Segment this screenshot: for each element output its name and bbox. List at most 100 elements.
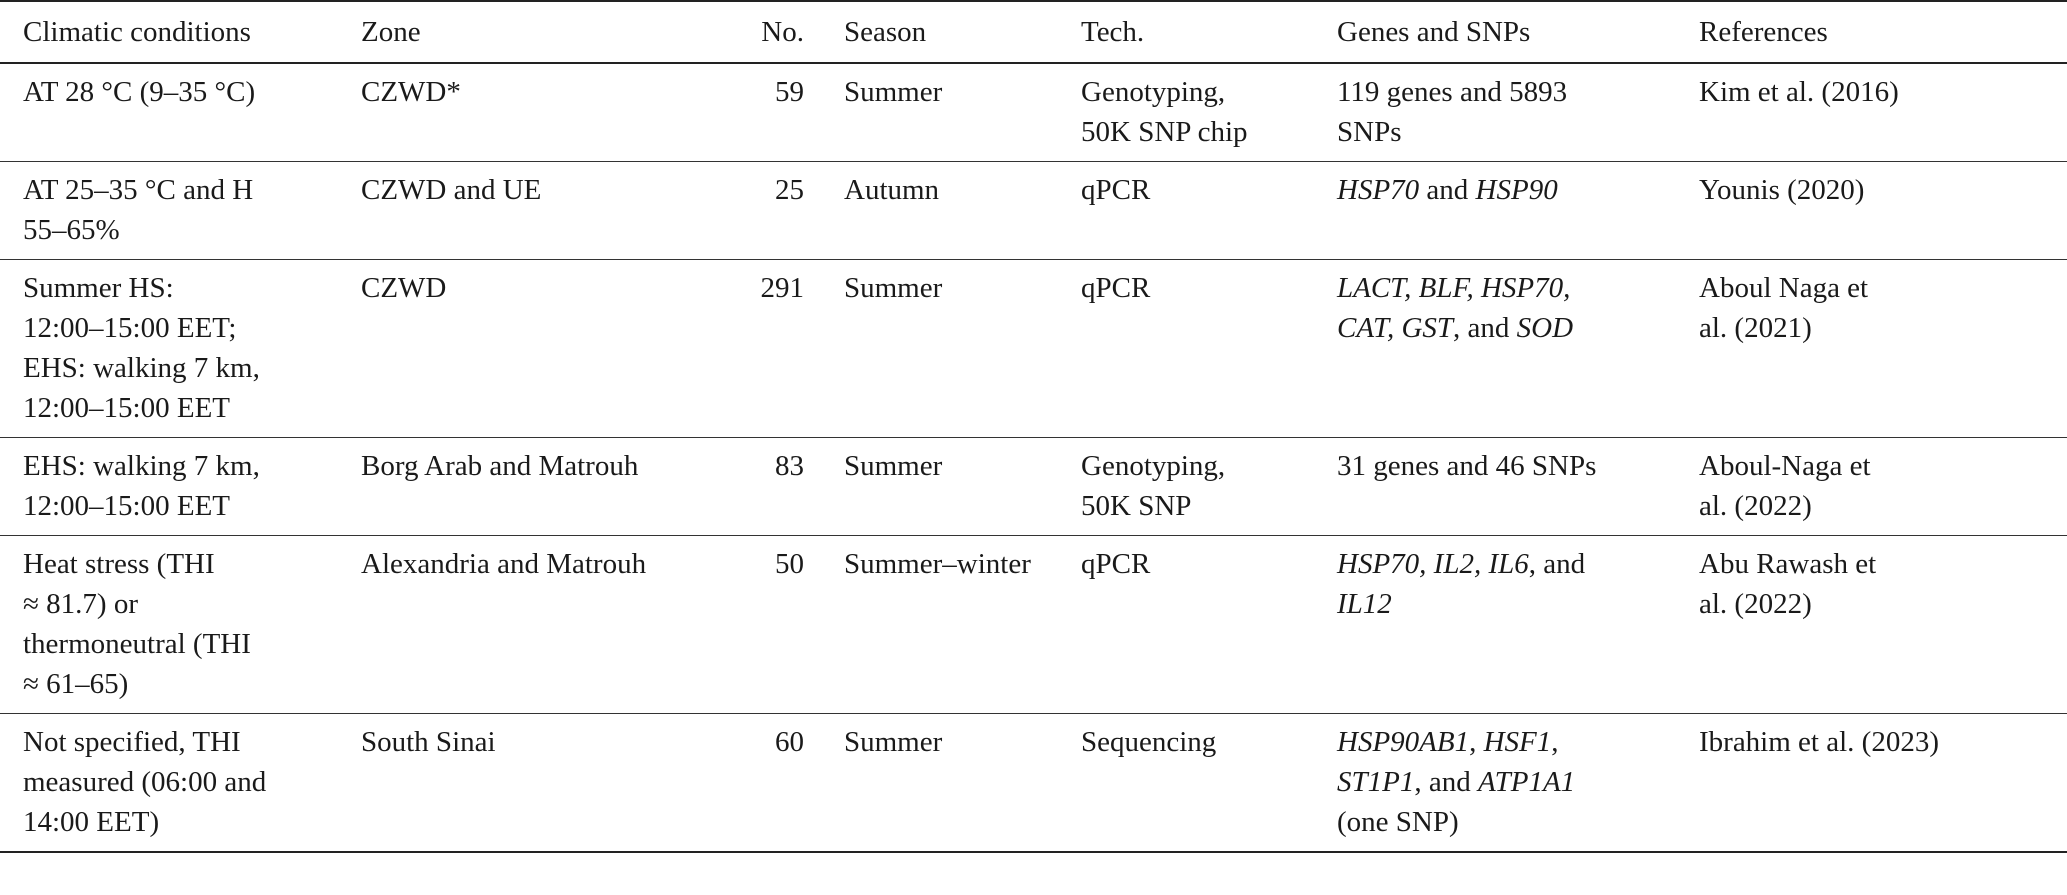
- table-row: EHS: walking 7 km, 12:00–15:00 EET Borg …: [0, 438, 2067, 536]
- cell-references: Ibrahim et al. (2023): [1699, 714, 2067, 853]
- cell-line: SNPs: [1337, 116, 1402, 148]
- cell-climatic-conditions: Heat stress (THI ≈ 81.7) or thermoneutra…: [0, 536, 361, 714]
- cell-line: Genotyping,: [1081, 450, 1226, 482]
- header-season: Season: [844, 16, 927, 48]
- cell-line: measured (06:00 and: [23, 766, 267, 798]
- cell-line: HSP70, IL2, IL6, and: [1337, 544, 1689, 584]
- header-zone: Zone: [361, 16, 421, 48]
- cell-line: 14:00 EET): [23, 806, 160, 838]
- cell-climatic-conditions: AT 28 °C (9–35 °C): [0, 63, 361, 162]
- cell-line: al. (2022): [1699, 588, 1812, 620]
- gene-text: , and: [1453, 312, 1517, 344]
- cell-number: 25: [775, 174, 804, 206]
- cell-number: 60: [775, 726, 804, 758]
- header-references: References: [1699, 16, 1828, 48]
- cell-zone: South Sinai: [361, 726, 496, 758]
- cell-line: Aboul Naga et: [1699, 272, 1869, 304]
- cell-line: 31 genes and 46 SNPs: [1337, 450, 1597, 482]
- cell-line: ST1P1, and ATP1A1: [1337, 762, 1689, 802]
- cell-genes-snps: HSP90AB1, HSF1, ST1P1, and ATP1A1 (one S…: [1337, 714, 1699, 853]
- cell-climatic-conditions: Not specified, THI measured (06:00 and 1…: [0, 714, 361, 853]
- cell-line: al. (2021): [1699, 312, 1812, 344]
- cell-season: Summer–winter: [844, 548, 1031, 580]
- cell-line: ≈ 61–65): [23, 668, 129, 700]
- cell-line: 55–65%: [23, 214, 120, 246]
- cell-line: Kim et al. (2016): [1699, 76, 1899, 108]
- cell-line: Younis (2020): [1699, 174, 1865, 206]
- cell-line: qPCR: [1081, 272, 1151, 304]
- gene-name: ATP1A1: [1477, 766, 1576, 798]
- gene-name: HSP90AB1: [1337, 726, 1470, 758]
- gene-text: , and: [1414, 766, 1478, 798]
- cell-zone: CZWD: [361, 272, 447, 304]
- gene-text: and: [1419, 174, 1476, 206]
- cell-line: Aboul-Naga et: [1699, 450, 1871, 482]
- cell-zone: Alexandria and Matrouh: [361, 548, 647, 580]
- cell-line: 12:00–15:00 EET: [23, 490, 231, 522]
- cell-line: Abu Rawash et: [1699, 548, 1877, 580]
- data-table: Climatic conditions Zone No. Season Tech…: [0, 1, 2067, 853]
- cell-technique: Genotyping, 50K SNP: [1081, 438, 1337, 536]
- cell-references: Younis (2020): [1699, 162, 2067, 260]
- cell-line: 50K SNP: [1081, 490, 1192, 522]
- gene-name: IL12: [1337, 588, 1392, 620]
- gene-name: ST1P1: [1337, 766, 1415, 798]
- cell-zone: CZWD and UE: [361, 174, 542, 206]
- cell-season: Autumn: [844, 174, 940, 206]
- cell-zone: CZWD*: [361, 76, 461, 108]
- cell-number: 59: [775, 76, 804, 108]
- header-genes-snps: Genes and SNPs: [1337, 16, 1531, 48]
- cell-climatic-conditions: Summer HS: 12:00–15:00 EET; EHS: walking…: [0, 260, 361, 438]
- gene-name: HSF1: [1483, 726, 1552, 758]
- cell-line: Summer HS:: [23, 272, 174, 304]
- cell-line: al. (2022): [1699, 490, 1812, 522]
- cell-line: LACT, BLF, HSP70,: [1337, 268, 1689, 308]
- gene-name: HSP70, IL2, IL6: [1337, 548, 1529, 580]
- cell-zone: Borg Arab and Matrouh: [361, 450, 639, 482]
- gene-name: LACT, BLF, HSP70,: [1337, 272, 1571, 304]
- cell-line: HSP90AB1, HSF1,: [1337, 722, 1689, 762]
- cell-season: Summer: [844, 450, 943, 482]
- cell-technique: Sequencing: [1081, 714, 1337, 853]
- header-climatic-conditions: Climatic conditions: [23, 16, 251, 48]
- cell-line: HSP70 and HSP90: [1337, 170, 1689, 210]
- cell-season: Summer: [844, 76, 943, 108]
- cell-line: 119 genes and 5893: [1337, 76, 1568, 108]
- cell-season: Summer: [844, 726, 943, 758]
- cell-line: Ibrahim et al. (2023): [1699, 726, 1939, 758]
- cell-technique: Genotyping, 50K SNP chip: [1081, 63, 1337, 162]
- table-row: Summer HS: 12:00–15:00 EET; EHS: walking…: [0, 260, 2067, 438]
- gene-text: ,: [1469, 726, 1484, 758]
- cell-line: 50K SNP chip: [1081, 116, 1248, 148]
- cell-line: EHS: walking 7 km,: [23, 352, 260, 384]
- cell-references: Aboul-Naga et al. (2022): [1699, 438, 2067, 536]
- table-row: Heat stress (THI ≈ 81.7) or thermoneutra…: [0, 536, 2067, 714]
- cell-genes-snps: 31 genes and 46 SNPs: [1337, 438, 1699, 536]
- cell-line: IL12: [1337, 584, 1689, 624]
- table-row: Not specified, THI measured (06:00 and 1…: [0, 714, 2067, 853]
- gene-text: ,: [1551, 726, 1559, 758]
- header-number: No.: [761, 16, 804, 48]
- cell-references: Kim et al. (2016): [1699, 63, 2067, 162]
- cell-season: Summer: [844, 272, 943, 304]
- cell-technique: qPCR: [1081, 260, 1337, 438]
- cell-line: qPCR: [1081, 548, 1151, 580]
- cell-line: qPCR: [1081, 174, 1151, 206]
- table-row: AT 28 °C (9–35 °C) CZWD* 59 Summer Genot…: [0, 63, 2067, 162]
- cell-line: thermoneutral (THI: [23, 628, 251, 660]
- cell-references: Abu Rawash et al. (2022): [1699, 536, 2067, 714]
- header-technique: Tech.: [1081, 16, 1145, 48]
- cell-line: 12:00–15:00 EET: [23, 392, 231, 424]
- gene-text: , and: [1528, 548, 1586, 580]
- cell-genes-snps: HSP70 and HSP90: [1337, 162, 1699, 260]
- cell-line: AT 25–35 °C and H: [23, 174, 254, 206]
- cell-genes-snps: LACT, BLF, HSP70, CAT, GST, and SOD: [1337, 260, 1699, 438]
- cell-number: 50: [775, 548, 804, 580]
- cell-line: ≈ 81.7) or: [23, 588, 138, 620]
- cell-number: 291: [760, 272, 805, 304]
- cell-line: 12:00–15:00 EET;: [23, 312, 237, 344]
- cell-line: (one SNP): [1337, 806, 1459, 838]
- cell-line: AT 28 °C (9–35 °C): [23, 76, 256, 108]
- cell-line: Genotyping,: [1081, 76, 1226, 108]
- gene-name: HSP70: [1337, 174, 1420, 206]
